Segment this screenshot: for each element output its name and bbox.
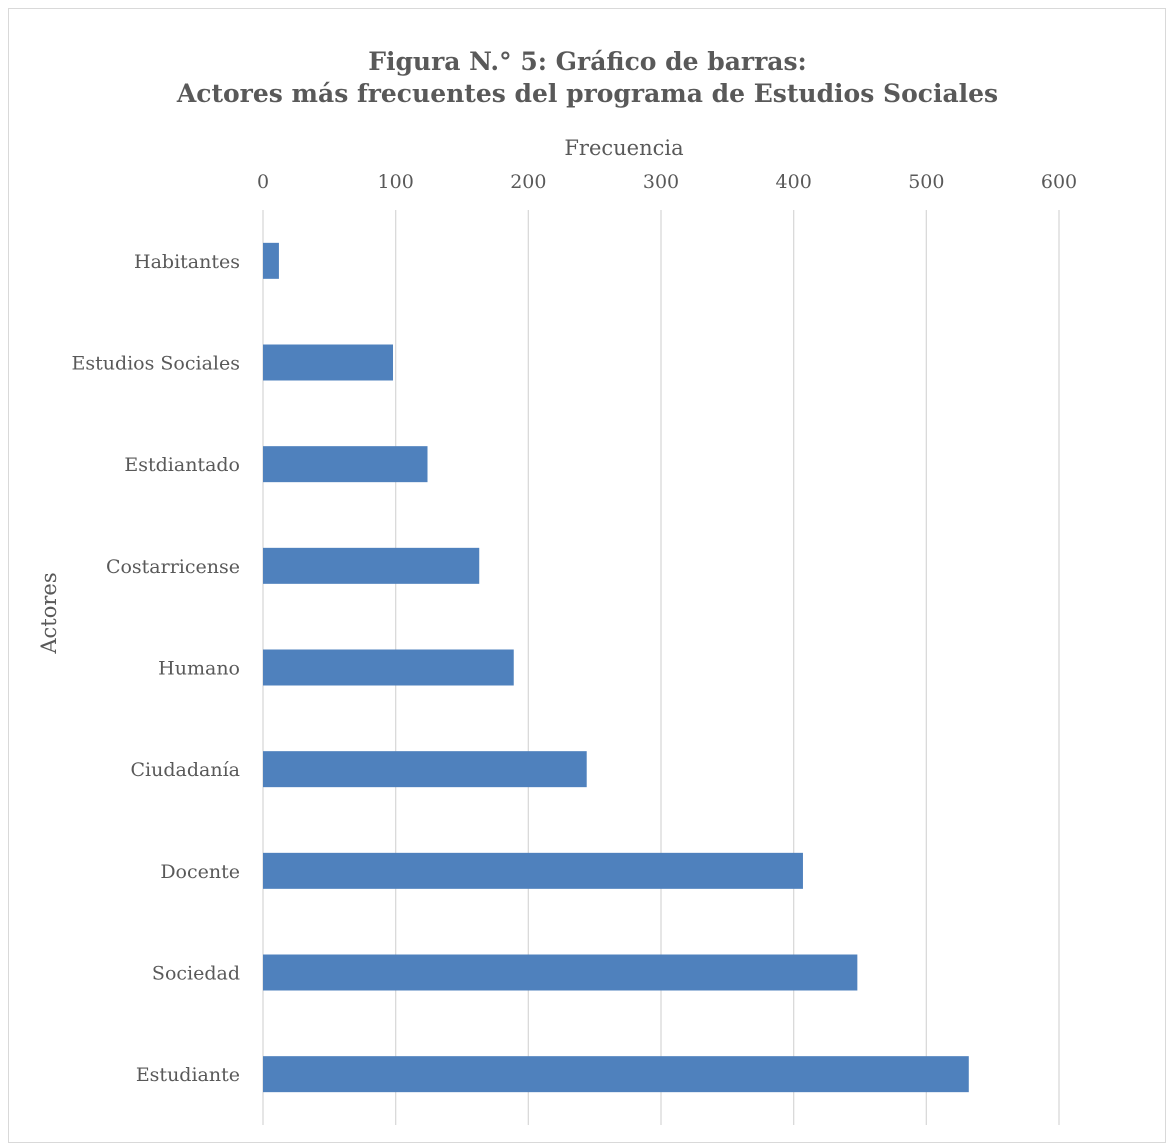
- category-label: Estdiantado: [124, 454, 240, 476]
- x-tick-label: 400: [776, 171, 812, 193]
- x-tick-label: 600: [1041, 171, 1077, 193]
- x-axis-title: Frecuencia: [564, 136, 683, 160]
- bar-costarricense: [263, 547, 480, 584]
- y-axis-title: Actores: [37, 572, 61, 654]
- x-tick-label: 500: [908, 171, 944, 193]
- category-label: Sociedad: [152, 963, 240, 985]
- chart-title: Figura N.° 5: Gráfico de barras: Actores…: [0, 46, 1175, 110]
- category-label: Estudiante: [136, 1064, 240, 1086]
- chart-title-line-1: Figura N.° 5: Gráfico de barras:: [368, 47, 807, 76]
- bar-habitantes: [263, 242, 279, 279]
- x-tick-label: 100: [378, 171, 414, 193]
- category-label: Habitantes: [134, 251, 240, 273]
- bar-humano: [263, 649, 514, 686]
- chart-title-line-2: Actores más frecuentes del programa de E…: [176, 79, 999, 108]
- chart-frame: [8, 8, 1166, 1143]
- bar-sociedad: [263, 954, 858, 991]
- x-tick-label: 200: [510, 171, 546, 193]
- bar-docente: [263, 852, 803, 889]
- category-label: Docente: [160, 861, 240, 883]
- bars: [263, 242, 969, 1093]
- category-label: Ciudadanía: [131, 759, 240, 781]
- x-tick-labels: 0 100 200 300 400 500 600: [257, 171, 1077, 193]
- category-label: Costarricense: [106, 556, 240, 578]
- x-tick-label: 0: [257, 171, 269, 193]
- x-tick-label: 300: [643, 171, 679, 193]
- category-label: Humano: [158, 658, 240, 680]
- bar-estudiante: [263, 1056, 969, 1093]
- bar-estudios-sociales: [263, 344, 394, 381]
- bar-estdiantado: [263, 446, 428, 483]
- bar-ciudadanía: [263, 751, 587, 788]
- category-labels: Habitantes Estudios Sociales Estdiantado Co…: [71, 251, 240, 1086]
- category-label: Estudios Sociales: [71, 353, 240, 375]
